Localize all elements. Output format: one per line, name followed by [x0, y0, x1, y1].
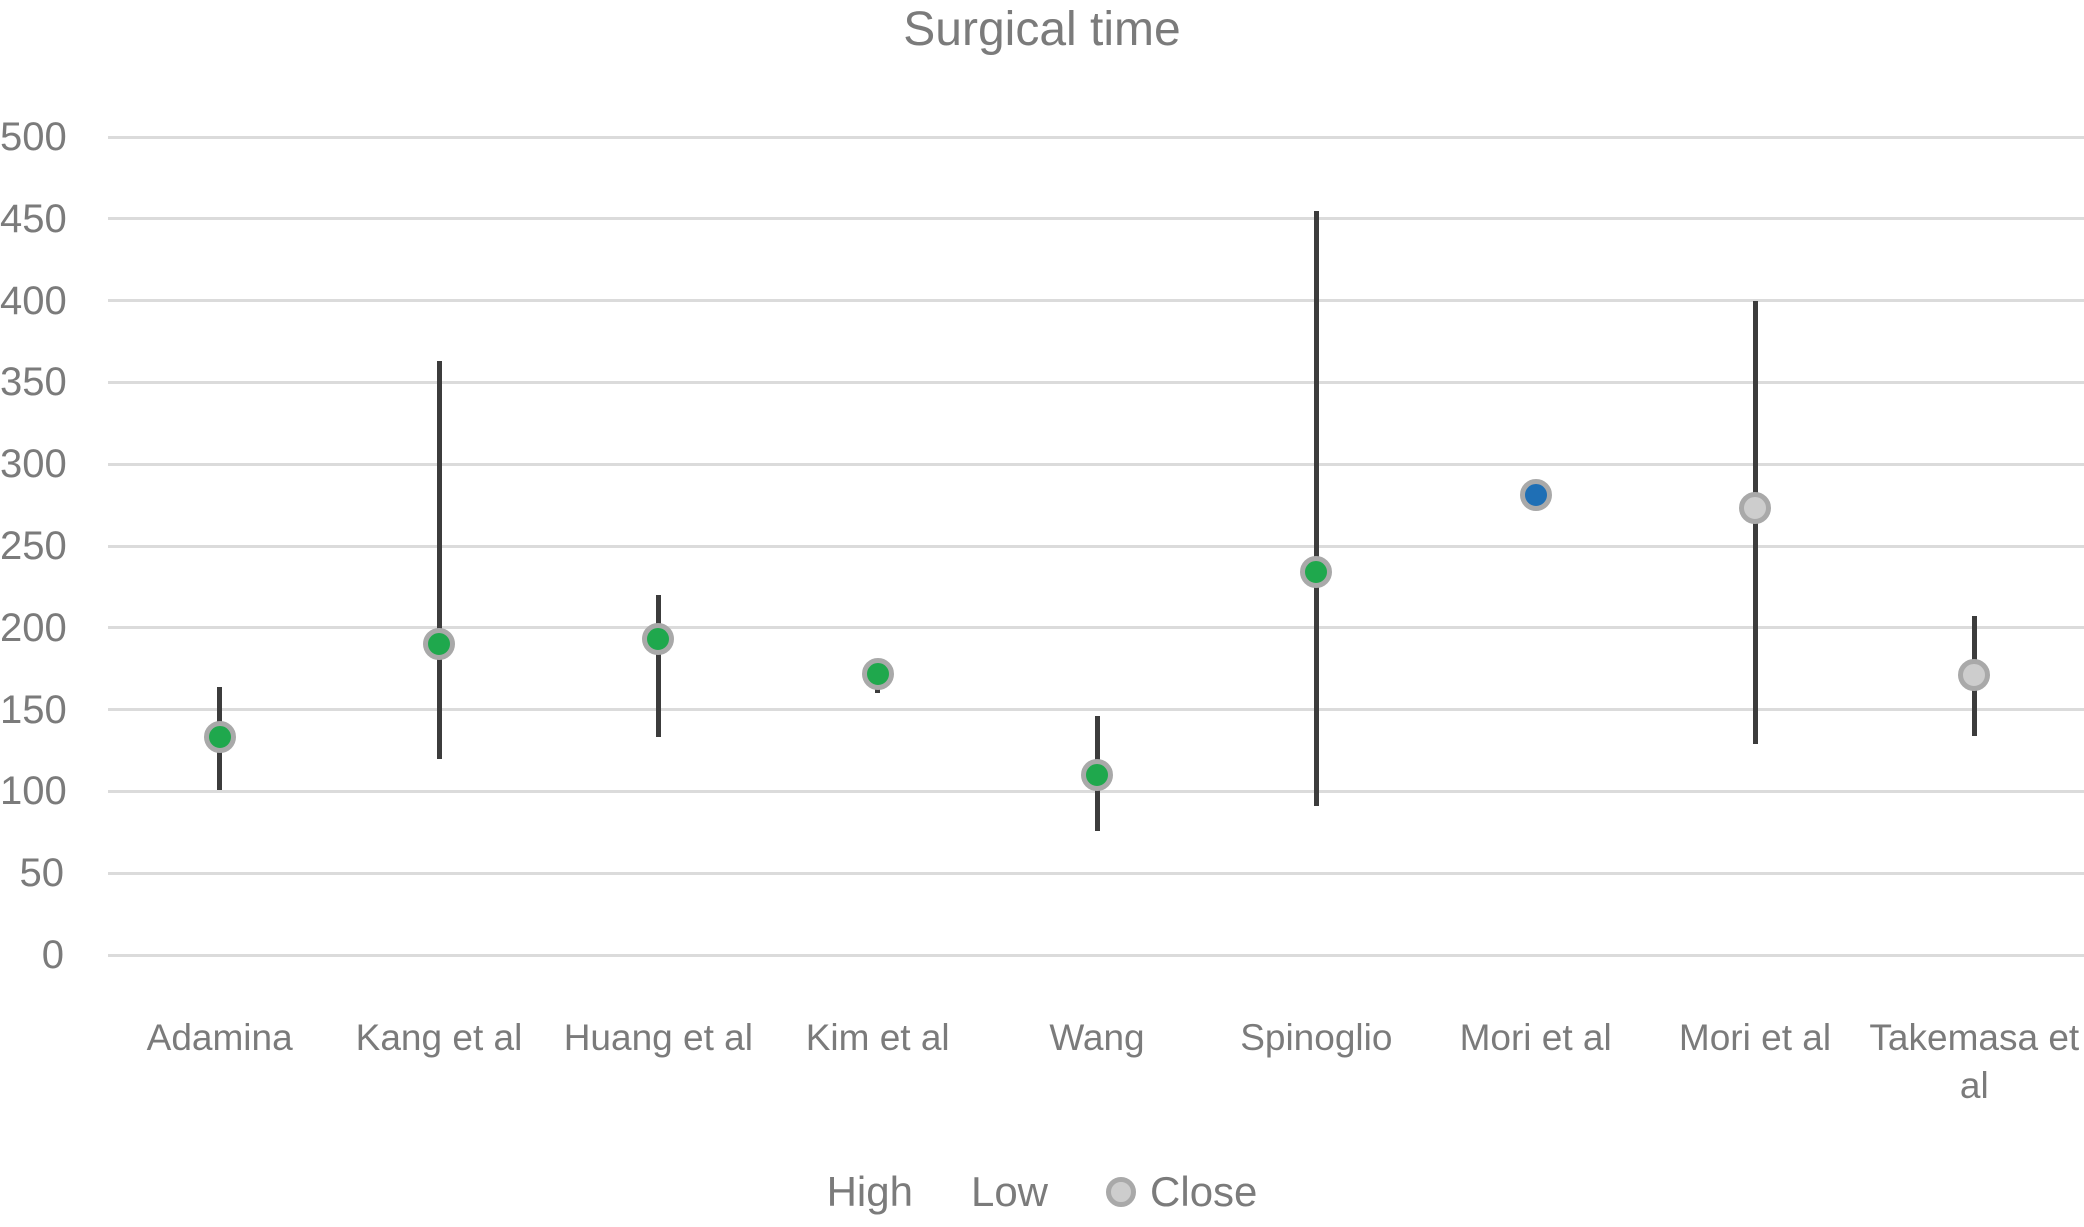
- y-tick-label: 150: [0, 687, 67, 732]
- legend-item-low: Low: [971, 1168, 1048, 1216]
- x-category-label: Adamina: [146, 1017, 293, 1058]
- y-tick-label: 400: [0, 278, 67, 323]
- close-marker: [1958, 659, 1991, 692]
- close-marker: [1300, 556, 1333, 589]
- close-marker: [1519, 479, 1552, 512]
- x-category-label: Huang et al: [563, 1017, 753, 1058]
- close-marker: [1081, 759, 1113, 792]
- gridline: [108, 626, 2084, 630]
- y-tick-label: 50: [19, 851, 65, 896]
- close-marker: [861, 657, 894, 690]
- close-marker: [1739, 492, 1771, 525]
- y-tick-label: 100: [0, 769, 67, 814]
- high-low-line: [1313, 210, 1319, 807]
- gridline: [108, 299, 2084, 303]
- high-low-line: [655, 595, 661, 738]
- legend-item-high: High: [827, 1168, 913, 1216]
- y-tick-label: 450: [0, 196, 67, 241]
- x-category-label: Kang et al: [355, 1017, 523, 1058]
- gridline: [108, 462, 2084, 466]
- legend-item-close: Close: [1106, 1168, 1257, 1216]
- y-tick-label: 0: [41, 933, 64, 977]
- legend: High Low Close: [0, 1168, 2084, 1216]
- close-marker: [642, 623, 675, 656]
- gridline: [108, 544, 2084, 548]
- x-category-label: Kim et al: [805, 1017, 950, 1058]
- legend-label: Close: [1150, 1168, 1258, 1215]
- close-marker-icon: [1106, 1177, 1137, 1207]
- y-tick-label: 200: [0, 605, 67, 650]
- gridline: [108, 871, 2084, 875]
- gridline: [108, 217, 2084, 221]
- gridline: [108, 135, 2084, 139]
- gridline: [108, 953, 2084, 957]
- y-tick-label: 500: [0, 115, 67, 159]
- close-marker: [423, 628, 455, 661]
- x-category-label: Spinoglio: [1240, 1017, 1393, 1058]
- legend-label: High: [826, 1168, 913, 1215]
- legend-label: Low: [970, 1168, 1049, 1215]
- high-low-line: [436, 361, 442, 759]
- gridline: [108, 380, 2084, 384]
- y-tick-label: 250: [0, 524, 67, 568]
- x-category-label: Takemasa et al: [1869, 1017, 2080, 1106]
- gridline: [108, 708, 2084, 712]
- x-category-label: Mori et al: [1678, 1017, 1832, 1058]
- y-tick-label: 300: [0, 442, 67, 487]
- x-category-label: Mori et al: [1459, 1017, 1612, 1058]
- y-tick-label: 350: [0, 360, 67, 405]
- x-category-label: Wang: [1049, 1017, 1145, 1058]
- close-marker: [203, 721, 236, 754]
- chart-title: Surgical time: [903, 3, 1181, 56]
